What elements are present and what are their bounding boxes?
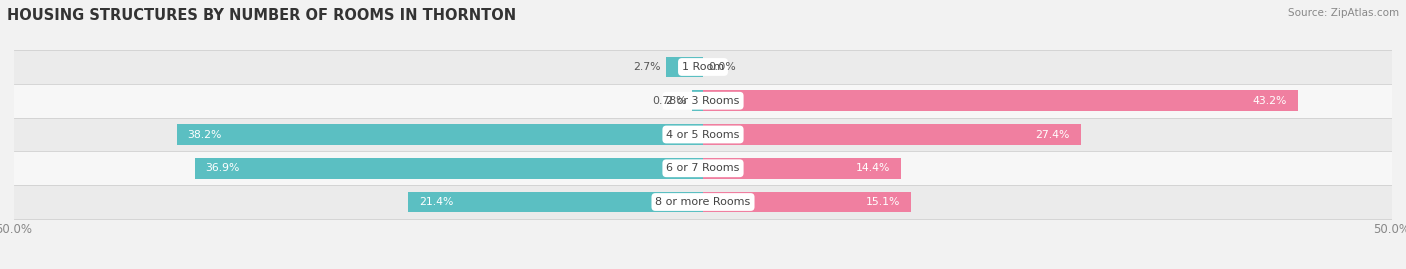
- Text: HOUSING STRUCTURES BY NUMBER OF ROOMS IN THORNTON: HOUSING STRUCTURES BY NUMBER OF ROOMS IN…: [7, 8, 516, 23]
- Bar: [14, 84, 1392, 118]
- Text: 0.78%: 0.78%: [652, 96, 686, 106]
- Bar: [14, 151, 1392, 185]
- Bar: [408, 192, 703, 213]
- Text: 2 or 3 Rooms: 2 or 3 Rooms: [666, 96, 740, 106]
- Text: 4 or 5 Rooms: 4 or 5 Rooms: [666, 129, 740, 140]
- Bar: [703, 158, 901, 179]
- Bar: [692, 90, 703, 111]
- Bar: [703, 124, 1081, 145]
- Bar: [703, 90, 1298, 111]
- Text: 38.2%: 38.2%: [187, 129, 222, 140]
- Text: 43.2%: 43.2%: [1253, 96, 1288, 106]
- Text: 21.4%: 21.4%: [419, 197, 454, 207]
- Bar: [14, 118, 1392, 151]
- Text: 14.4%: 14.4%: [856, 163, 890, 173]
- Bar: [666, 56, 703, 77]
- Text: 27.4%: 27.4%: [1035, 129, 1070, 140]
- Bar: [194, 158, 703, 179]
- Text: 1 Room: 1 Room: [682, 62, 724, 72]
- Text: 15.1%: 15.1%: [866, 197, 900, 207]
- Bar: [14, 50, 1392, 84]
- Text: 6 or 7 Rooms: 6 or 7 Rooms: [666, 163, 740, 173]
- Legend: Owner-occupied, Renter-occupied: Owner-occupied, Renter-occupied: [575, 264, 831, 269]
- Text: 2.7%: 2.7%: [633, 62, 661, 72]
- Bar: [703, 192, 911, 213]
- Text: 36.9%: 36.9%: [205, 163, 240, 173]
- Bar: [177, 124, 703, 145]
- Bar: [14, 185, 1392, 219]
- Text: 8 or more Rooms: 8 or more Rooms: [655, 197, 751, 207]
- Text: Source: ZipAtlas.com: Source: ZipAtlas.com: [1288, 8, 1399, 18]
- Text: 0.0%: 0.0%: [709, 62, 737, 72]
